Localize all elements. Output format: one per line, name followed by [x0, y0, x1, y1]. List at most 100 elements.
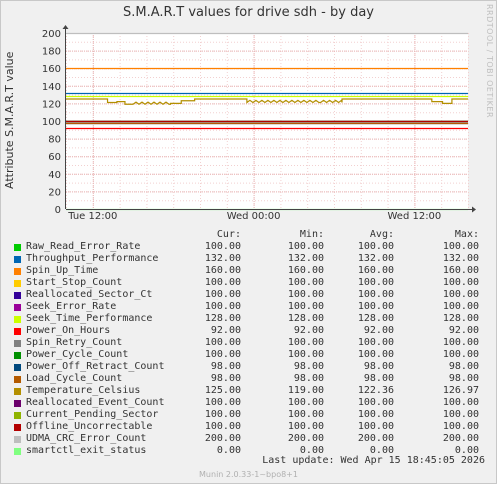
y-tick-label: 80 [48, 135, 61, 146]
legend-value-avg: 100.00 [357, 397, 394, 408]
legend-value-avg: 0.00 [369, 445, 394, 456]
y-tick-label: 60 [48, 152, 61, 163]
legend-value-cur: 132.00 [204, 253, 241, 264]
x-tick-label: Wed 00:00 [227, 211, 281, 222]
legend-value-max: 100.00 [442, 349, 479, 360]
legend-swatch [14, 256, 21, 263]
legend-swatch [14, 436, 21, 443]
y-tick-label: 40 [48, 170, 61, 181]
legend-swatch [14, 400, 21, 407]
legend-row: Offline_Uncorrectable 100.00 100.00 100.00 1… [0, 421, 497, 433]
legend-value-max: 100.00 [442, 421, 479, 432]
legend-swatch [14, 316, 21, 323]
legend-value-max: 98.00 [448, 361, 479, 372]
x-axis-arrow [472, 206, 476, 213]
legend-row: Seek_Time_Performance 128.00 128.00 128.00 1… [0, 313, 497, 325]
legend-value-min: 200.00 [287, 433, 324, 444]
legend-value-max: 200.00 [442, 433, 479, 444]
legend-header: Cur: Min: Avg: Max: [0, 229, 497, 241]
y-tick-label: 100 [42, 117, 61, 128]
legend-value-avg: 100.00 [357, 277, 394, 288]
x-tick-label: Wed 12:00 [387, 211, 441, 222]
legend-row: Reallocated_Sector_Ct 100.00 100.00 100.00 1… [0, 289, 497, 301]
legend-value-avg: 100.00 [357, 409, 394, 420]
x-tick-label: Tue 12:00 [67, 211, 117, 222]
legend-value-min: 132.00 [287, 253, 324, 264]
legend-value-cur: 100.00 [204, 349, 241, 360]
legend-series-name: Start_Stop_Count [26, 277, 123, 288]
series-line-temperature-celsius [66, 98, 468, 106]
legend-swatch [14, 340, 21, 347]
legend-row: UDMA_CRC_Error_Count 200.00 200.00 200.00 20… [0, 433, 497, 445]
legend-series-name: Power_Cycle_Count [26, 349, 129, 360]
legend-series-name: smartctl_exit_status [26, 445, 147, 456]
legend-value-max: 126.97 [442, 385, 479, 396]
legend-row: smartctl_exit_status 0.00 0.00 0.00 0.00 [0, 445, 497, 457]
legend-value-cur: 100.00 [204, 301, 241, 312]
legend-value-max: 100.00 [442, 277, 479, 288]
legend-series-name: Temperature_Celsius [26, 385, 141, 396]
y-axis-arrow [62, 25, 69, 29]
legend-value-min: 160.00 [287, 265, 324, 276]
legend-series-name: Power_Off_Retract_Count [26, 361, 165, 372]
legend-value-avg: 122.36 [357, 385, 394, 396]
legend-series-name: Spin_Retry_Count [26, 337, 123, 348]
y-tick-label: 0 [55, 205, 61, 216]
legend-swatch [14, 244, 21, 251]
legend-row: Power_On_Hours 92.00 92.00 92.00 92.00 [0, 325, 497, 337]
legend-value-max: 100.00 [442, 409, 479, 420]
legend-value-max: 100.00 [442, 241, 479, 252]
y-tick-label: 140 [42, 82, 61, 93]
legend-value-avg: 100.00 [357, 349, 394, 360]
legend-value-cur: 100.00 [204, 421, 241, 432]
legend-swatch [14, 364, 21, 371]
legend-row: Load_Cycle_Count 98.00 98.00 98.00 98.00 [0, 373, 497, 385]
legend-value-cur: 100.00 [204, 409, 241, 420]
legend-value-cur: 200.00 [204, 433, 241, 444]
legend-value-min: 100.00 [287, 409, 324, 420]
y-tick-label: 120 [42, 99, 61, 110]
legend-swatch [14, 352, 21, 359]
chart-title: S.M.A.R.T values for drive sdh - by day [123, 5, 374, 20]
legend-value-cur: 100.00 [204, 289, 241, 300]
legend-value-min: 100.00 [287, 277, 324, 288]
legend-value-min: 100.00 [287, 289, 324, 300]
legend-swatch [14, 280, 21, 287]
legend-swatch [14, 448, 21, 455]
legend-series-name: Power_On_Hours [26, 325, 111, 336]
legend-row: Raw_Read_Error_Rate 100.00 100.00 100.00 100… [0, 241, 497, 253]
y-tick-label: 20 [48, 187, 61, 198]
legend-series-name: Spin_Up_Time [26, 265, 99, 276]
legend-value-cur: 98.00 [210, 361, 241, 372]
legend-swatch [14, 304, 21, 311]
legend-value-max: 100.00 [442, 301, 479, 312]
legend-value-avg: 92.00 [363, 325, 394, 336]
y-tick-label: 160 [42, 64, 61, 75]
legend-value-avg: 98.00 [363, 361, 394, 372]
legend-value-max: 160.00 [442, 265, 479, 276]
y-tick-label: 180 [42, 47, 61, 58]
legend-value-max: 0.00 [454, 445, 479, 456]
legend-value-max: 98.00 [448, 373, 479, 384]
legend-value-cur: 125.00 [204, 385, 241, 396]
legend-series-name: Reallocated_Event_Count [26, 397, 165, 408]
legend-value-cur: 160.00 [204, 265, 241, 276]
legend-value-cur: 100.00 [204, 337, 241, 348]
legend-value-avg: 132.00 [357, 253, 394, 264]
legend-swatch [14, 424, 21, 431]
legend-value-avg: 100.00 [357, 337, 394, 348]
legend-value-cur: 98.00 [210, 373, 241, 384]
legend-value-cur: 100.00 [204, 397, 241, 408]
legend-row: Throughput_Performance 132.00 132.00 132.00… [0, 253, 497, 265]
legend-row: Power_Cycle_Count 100.00 100.00 100.00 100.0… [0, 349, 497, 361]
legend-value-min: 100.00 [287, 421, 324, 432]
legend-value-min: 100.00 [287, 301, 324, 312]
legend-row: Spin_Up_Time 160.00 160.00 160.00 160.00 [0, 265, 497, 277]
legend-value-min: 100.00 [287, 349, 324, 360]
legend-series-name: Seek_Time_Performance [26, 313, 153, 324]
legend-series-name: Offline_Uncorrectable [26, 421, 153, 432]
legend-value-max: 100.00 [442, 397, 479, 408]
legend-header-avg: Avg: [369, 229, 394, 240]
legend-value-max: 92.00 [448, 325, 479, 336]
legend-value-cur: 100.00 [204, 277, 241, 288]
